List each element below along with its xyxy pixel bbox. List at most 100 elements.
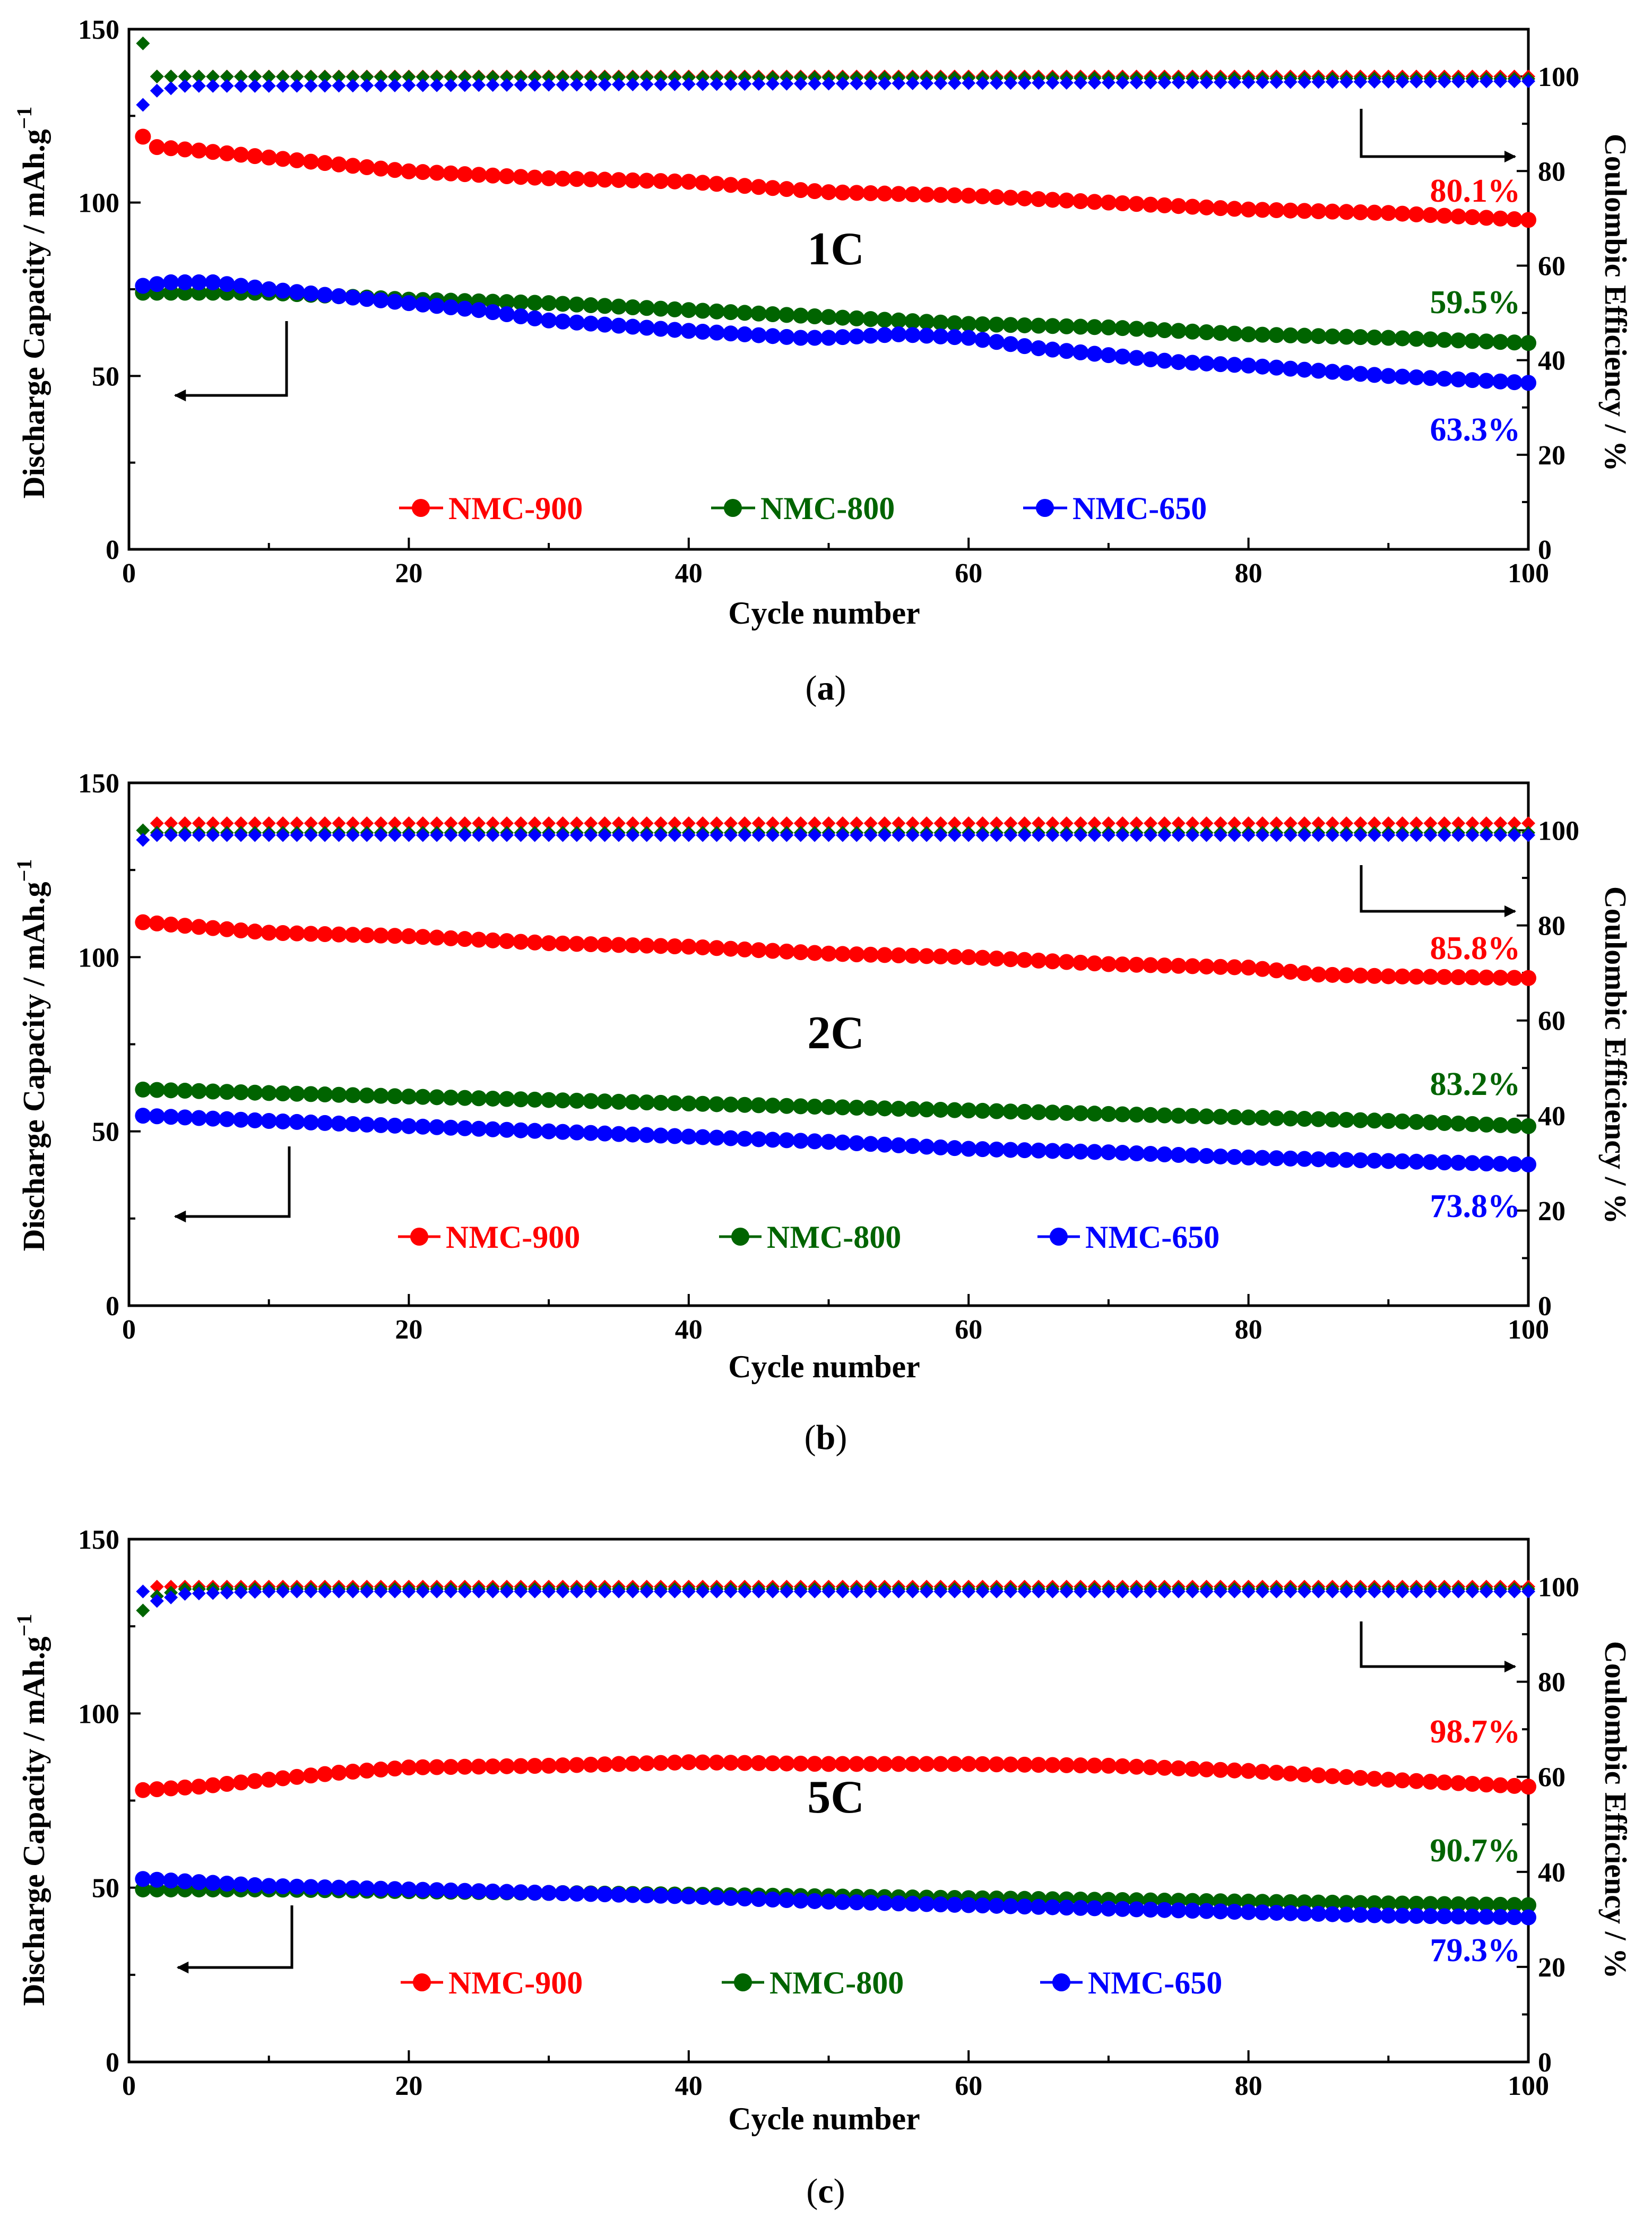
- ce-point-nmc-650-b: [388, 828, 402, 842]
- ce-point-nmc-900-b: [668, 816, 682, 831]
- capacity-point-nmc-650-c: [1338, 1906, 1355, 1923]
- ce-point-nmc-650-c: [1521, 1584, 1535, 1599]
- ce-point-nmc-900-b: [1353, 816, 1368, 831]
- capacity-point-nmc-650-a: [526, 310, 543, 326]
- ce-point-nmc-650-b: [1074, 828, 1088, 842]
- ce-point-nmc-900-b: [863, 816, 878, 831]
- ce-point-nmc-650-a: [514, 77, 528, 92]
- ce-point-nmc-650-a: [681, 77, 696, 91]
- capacity-point-nmc-650-c: [1100, 1901, 1117, 1917]
- capacity-point-nmc-900-b: [1408, 969, 1425, 985]
- capacity-point-nmc-650-b: [1492, 1155, 1509, 1172]
- capacity-series-nmc-800-b: [135, 1081, 1536, 1134]
- capacity-point-nmc-900-a: [680, 174, 697, 190]
- ce-point-nmc-650-c: [850, 1584, 864, 1599]
- capacity-point-nmc-650-c: [610, 1886, 627, 1903]
- capacity-point-nmc-800-a: [1031, 317, 1047, 334]
- capacity-point-nmc-900-a: [792, 182, 809, 199]
- capacity-point-nmc-800-a: [946, 315, 963, 332]
- ce-point-nmc-900-b: [654, 816, 668, 831]
- ce-point-nmc-650-a: [1479, 74, 1493, 89]
- capacity-point-nmc-650-b: [163, 1109, 179, 1125]
- capacity-point-nmc-650-a: [275, 282, 291, 299]
- capacity-point-nmc-650-a: [1086, 346, 1103, 362]
- capacity-point-nmc-800-b: [1072, 1105, 1089, 1121]
- ce-point-nmc-650-a: [808, 76, 822, 91]
- ce-point-nmc-650-b: [639, 828, 654, 842]
- ce-point-nmc-900-b: [808, 816, 822, 831]
- ce-point-nmc-650-c: [751, 1584, 766, 1599]
- capacity-point-nmc-800-b: [1212, 1109, 1229, 1125]
- ce-point-nmc-900-b: [1255, 816, 1269, 831]
- capacity-point-nmc-900-c: [541, 1757, 557, 1774]
- capacity-point-nmc-800-c: [1394, 1895, 1411, 1912]
- ce-point-nmc-650-c: [402, 1584, 416, 1599]
- ce-point-nmc-650-b: [1213, 828, 1227, 842]
- capacity-point-nmc-900-c: [429, 1759, 445, 1775]
- capacity-point-nmc-800-b: [1310, 1111, 1327, 1127]
- ce-point-nmc-650-c: [318, 1584, 332, 1599]
- capacity-point-nmc-650-c: [219, 1876, 235, 1892]
- ce-point-nmc-650-a: [374, 79, 388, 93]
- ce-point-nmc-650-b: [360, 828, 374, 842]
- capacity-point-nmc-900-a: [205, 144, 221, 160]
- capacity-point-nmc-800-a: [1072, 318, 1089, 335]
- ce-point-nmc-650-a: [542, 77, 556, 92]
- capacity-point-nmc-800-b: [792, 1098, 809, 1115]
- capacity-point-nmc-650-c: [1114, 1901, 1131, 1917]
- capacity-point-nmc-900-b: [1422, 969, 1439, 985]
- capacity-point-nmc-650-c: [695, 1889, 711, 1905]
- capacity-point-nmc-800-b: [1436, 1115, 1452, 1131]
- ce-point-nmc-800-a: [402, 70, 416, 84]
- capacity-point-nmc-800-a: [974, 316, 991, 332]
- capacity-point-nmc-650-a: [792, 330, 809, 346]
- capacity-point-nmc-900-b: [344, 927, 361, 943]
- capacity-point-nmc-900-b: [1296, 965, 1313, 981]
- ce-point-nmc-650-a: [598, 77, 612, 92]
- capacity-point-nmc-900-c: [344, 1763, 361, 1780]
- capacity-point-nmc-650-a: [1492, 373, 1509, 390]
- capacity-point-nmc-900-c: [1016, 1756, 1033, 1773]
- capacity-point-nmc-800-b: [1044, 1104, 1061, 1121]
- capacity-point-nmc-650-a: [667, 322, 683, 338]
- ce-point-nmc-650-a: [1115, 75, 1130, 90]
- ce-point-nmc-650-c: [611, 1584, 626, 1599]
- ce-point-nmc-900-b: [569, 816, 584, 831]
- ce-point-nmc-650-a: [1325, 75, 1339, 89]
- ce-point-nmc-650-c: [1507, 1584, 1521, 1599]
- ce-point-nmc-650-a: [1493, 74, 1508, 89]
- capacity-point-nmc-800-b: [1450, 1115, 1467, 1132]
- ce-point-nmc-650-a: [1409, 74, 1424, 89]
- capacity-point-nmc-650-b: [247, 1112, 263, 1128]
- capacity-point-nmc-650-a: [695, 324, 711, 340]
- ce-point-nmc-650-a: [1367, 74, 1381, 89]
- capacity-point-nmc-800-a: [862, 311, 879, 327]
- capacity-point-nmc-650-a: [988, 334, 1005, 350]
- x-tick-label-c-100: 100: [1508, 2071, 1549, 2101]
- capacity-point-nmc-900-b: [275, 925, 291, 942]
- ce-point-nmc-650-b: [920, 828, 934, 842]
- capacity-point-nmc-800-a: [1296, 327, 1313, 344]
- rate-label-a: 1C: [807, 223, 864, 275]
- ce-series-nmc-800-b: [136, 823, 1535, 840]
- ce-point-nmc-800-a: [290, 70, 304, 84]
- capacity-point-nmc-800-c: [1492, 1896, 1509, 1913]
- capacity-point-nmc-900-c: [302, 1767, 319, 1784]
- capacity-point-nmc-900-a: [932, 187, 949, 203]
- capacity-point-nmc-900-c: [1380, 1772, 1397, 1788]
- y2-tick-label-b-40: 40: [1538, 1101, 1565, 1132]
- capacity-point-nmc-900-c: [946, 1756, 963, 1772]
- capacity-point-nmc-900-a: [876, 185, 893, 202]
- capacity-point-nmc-900-c: [163, 1780, 179, 1797]
- capacity-point-nmc-900-a: [904, 186, 921, 202]
- capacity-point-nmc-650-c: [1072, 1900, 1089, 1916]
- ce-point-nmc-650-a: [178, 79, 192, 93]
- y2-axis-label-c: Coulombic Efficiency / %: [1598, 1641, 1633, 1979]
- capacity-point-nmc-650-c: [414, 1882, 431, 1898]
- ce-point-nmc-650-b: [766, 828, 780, 842]
- capacity-point-nmc-800-a: [1492, 334, 1509, 350]
- capacity-point-nmc-900-b: [568, 936, 585, 952]
- ce-point-nmc-650-a: [304, 79, 318, 93]
- capacity-point-nmc-900-b: [1198, 959, 1215, 975]
- capacity-point-nmc-650-c: [1296, 1905, 1313, 1922]
